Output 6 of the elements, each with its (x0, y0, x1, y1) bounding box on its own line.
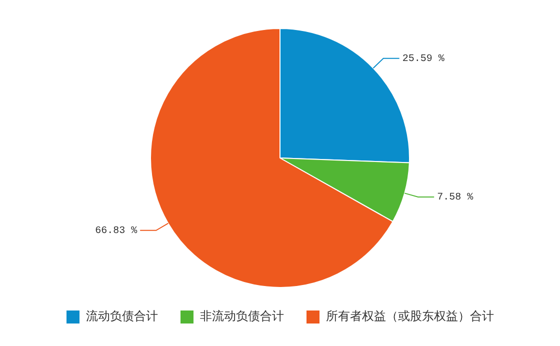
data-label: 25.59 % (402, 54, 444, 66)
legend-label: 非流动负债合计 (200, 309, 284, 324)
data-label: 66.83 % (95, 226, 138, 238)
data-label: 7.58 % (437, 192, 474, 204)
legend-label: 所有者权益（或股东权益）合计 (326, 309, 494, 324)
legend-label: 流动负债合计 (86, 309, 158, 324)
